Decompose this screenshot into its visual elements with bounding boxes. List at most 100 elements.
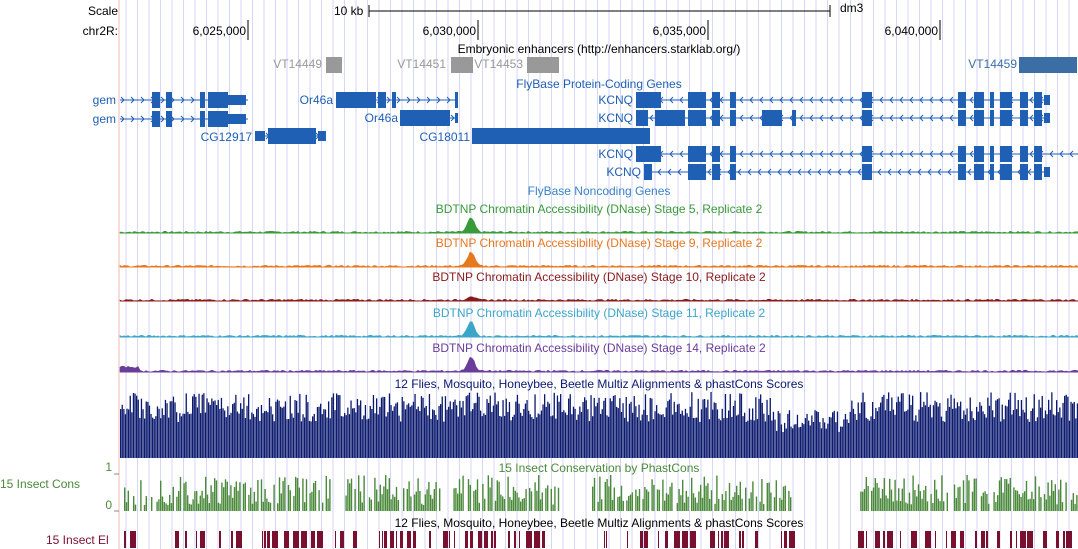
multiz-bar: [908, 394, 911, 458]
multiz-bar: [926, 392, 928, 458]
gene-strand-arrow: [939, 96, 944, 104]
multiz-bar: [187, 411, 189, 458]
conserved-element: [1043, 531, 1047, 548]
gene-label[interactable]: Or46a: [299, 93, 333, 107]
gene-label[interactable]: CG12917: [200, 130, 252, 144]
multiz-bar: [174, 402, 176, 458]
multiz-bar: [899, 401, 901, 458]
multiz-bar: [934, 400, 936, 458]
multiz-bar: [1028, 421, 1031, 458]
multiz-bar: [260, 405, 263, 458]
multiz-bar: [416, 409, 418, 458]
phastcons-side-label[interactable]: 15 Insect Cons: [0, 477, 81, 491]
multiz-bar: [945, 410, 947, 458]
multiz-bar: [254, 416, 256, 458]
multiz-bar: [942, 420, 944, 458]
multiz-bar: [924, 405, 927, 458]
gene-strand-arrow: [809, 150, 814, 158]
multiz-bar: [995, 400, 997, 458]
phastcons-bar: [680, 495, 682, 511]
phastcons-bar: [208, 503, 210, 511]
multiz-bar: [864, 402, 866, 458]
multiz-bar: [948, 406, 951, 458]
multiz-bar: [163, 415, 165, 458]
phastcons-bar: [599, 476, 601, 511]
gene-label[interactable]: gem: [92, 93, 116, 107]
gene-strand-arrow: [386, 96, 391, 104]
multiz-bar: [772, 411, 775, 458]
multiz-bar: [675, 412, 677, 458]
multiz-bar: [739, 393, 741, 458]
phastcons-bar: [698, 491, 700, 511]
phastcons-bar: [694, 497, 696, 511]
enhancer-label[interactable]: VT14449: [273, 57, 322, 71]
phastcons-bar: [966, 475, 968, 511]
gene-strand-arrow: [899, 150, 904, 158]
multiz-bar: [252, 414, 255, 458]
multiz-bar: [200, 413, 202, 458]
multiz-bar: [176, 412, 178, 458]
phastcons-bar: [219, 503, 221, 511]
dnase-track-title: BDTNP Chromatin Accessibility (DNase) St…: [432, 341, 766, 355]
conserved-element: [508, 531, 510, 548]
multiz-bar: [920, 392, 922, 458]
gene-exon: [862, 146, 872, 162]
phastcons-bar: [725, 491, 727, 511]
phastcons-bar: [1060, 479, 1062, 511]
phastcons-bar: [140, 480, 142, 511]
gene-exon: [958, 92, 966, 108]
gene-exon: [1000, 110, 1012, 126]
multiz-bar: [184, 413, 186, 458]
multiz-bar: [600, 413, 602, 458]
multiz-bar: [147, 401, 149, 458]
gene-strand-arrow: [1029, 114, 1034, 122]
phastcons-bar: [910, 504, 912, 511]
gene-label[interactable]: KCNQ: [598, 111, 633, 125]
gene-label[interactable]: Or46a: [364, 111, 398, 125]
gene-label[interactable]: CG18011: [419, 130, 470, 144]
multiz-bar: [332, 393, 335, 458]
gene-exon: [200, 92, 205, 108]
gene-strand-arrow: [679, 150, 684, 158]
multiz-bar: [856, 419, 858, 458]
gene-label[interactable]: KCNQ: [598, 147, 633, 161]
multiz-bar: [1048, 399, 1050, 458]
phastcons-bar: [381, 494, 383, 511]
multiz-bar: [355, 412, 357, 458]
phastcons-bar: [916, 496, 918, 511]
multiz-bar: [910, 405, 912, 458]
gene-label[interactable]: KCNQ: [606, 165, 641, 179]
phastcons-bar: [509, 497, 511, 511]
gene-exon: [974, 164, 984, 180]
enhancer-label[interactable]: VT14459: [968, 57, 1017, 71]
multiz-bar: [859, 413, 861, 458]
multiz-bar: [873, 419, 875, 458]
phastcons-bar: [260, 479, 263, 511]
gene-label[interactable]: KCNQ: [598, 93, 633, 107]
phastcons-bar: [865, 477, 867, 511]
elements-side-label[interactable]: 15 Insect El: [46, 533, 109, 547]
phastcons-bar: [782, 486, 785, 511]
multiz-bar: [584, 397, 586, 458]
multiz-bar: [348, 414, 351, 458]
enhancer-label[interactable]: VT14453: [474, 57, 523, 71]
conserved-element: [407, 531, 411, 548]
phastcons-bar: [988, 503, 990, 511]
multiz-bar: [526, 400, 528, 458]
dnase-track-title: BDTNP Chromatin Accessibility (DNase) St…: [432, 270, 766, 284]
multiz-bar: [902, 393, 904, 458]
phastcons-bar: [669, 486, 671, 511]
multiz-bar: [542, 404, 544, 458]
multiz-bar: [1027, 419, 1029, 458]
multiz-bar: [673, 401, 675, 458]
multiz-bar: [132, 393, 135, 458]
phastcons-bar: [1034, 476, 1037, 511]
gene-label[interactable]: gem: [92, 112, 116, 126]
gene-strand-arrow: [749, 150, 754, 158]
multiz-bar: [987, 397, 989, 458]
phastcons-bar: [133, 496, 135, 511]
enhancer-label[interactable]: VT14451: [397, 57, 446, 71]
multiz-bar: [998, 398, 1000, 458]
